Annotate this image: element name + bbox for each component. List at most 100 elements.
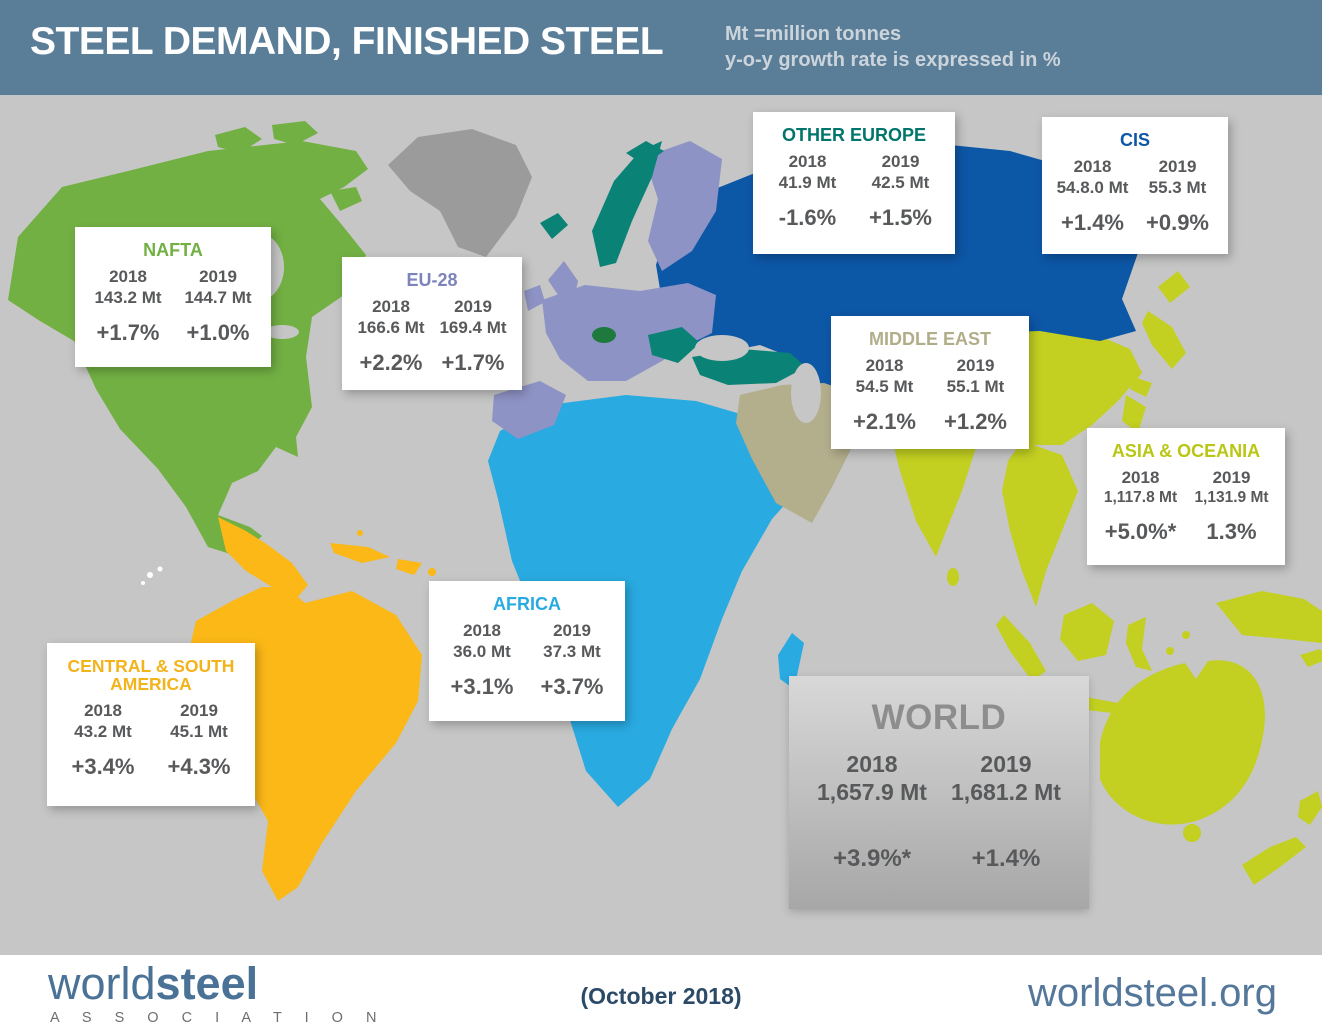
new-guinea-island [1216,591,1322,643]
info-box-cis: CIS 2018 2019 54.8.0 Mt 55.3 Mt +1.4% +0… [1042,117,1228,254]
year-label-2018: 2018 [84,700,122,720]
year-label-2018: 2018 [109,266,147,286]
info-box-central-south-america: CENTRAL & SOUTH AMERICA 2018 2019 43.2 M… [47,643,255,806]
britain-island [548,261,578,317]
year-label-2019: 2019 [1212,467,1251,487]
growth-value-2019: +0.9% [1146,209,1209,235]
demand-value-2019: 169.4 Mt [439,317,507,337]
southeast-asia-peninsula [1002,441,1078,607]
growth-value-2018: +5.0%* [1104,518,1177,544]
hispaniola-island [396,559,422,575]
black-sea [695,335,749,361]
info-box-asia-oceania: ASIA & OCEANIA 2018 2019 1,117.8 Mt 1,13… [1087,428,1285,565]
sumatra-island [996,615,1046,681]
arctic-island [330,187,362,211]
alpine-country [592,327,616,343]
arctic-island [215,127,262,153]
moluccas-island [1166,647,1174,655]
balkans-landmass [648,327,700,363]
central-america-landmass [218,517,308,599]
year-label-2019: 2019 [199,266,237,286]
europe-mainland [542,283,716,381]
demand-value-2019: 144.7 Mt [184,287,252,307]
region-title: NAFTA [143,240,203,260]
growth-value-2018: +1.7% [96,319,160,345]
publication-date: (October 2018) [580,983,742,1009]
region-title: ASIA & OCEANIA [1111,441,1261,461]
units-note-line2: y-o-y growth rate is expressed in % [725,49,1061,71]
demand-value-2019: 37.3 Mt [543,641,601,661]
australia-landmass [1100,660,1265,825]
demand-value-2018: 43.2 Mt [74,721,132,741]
info-box-middle-east: MIDDLE EAST 2018 2019 54.5 Mt 55.1 Mt +2… [831,316,1029,449]
demand-value-2018: 41.9 Mt [778,172,837,192]
new-zealand-south-island [1242,837,1306,885]
growth-value-2019: +1.5% [869,204,932,230]
ireland-island [524,285,545,311]
growth-value-2019: +3.7% [540,673,604,699]
growth-value-2018: +2.2% [359,349,423,375]
pacific-island-marks [141,566,163,585]
footer-bar: worldsteel A S S O C I A T I O N (Octobe… [0,955,1322,1034]
norway-landmass [592,141,662,267]
logo-word-steel: steel [155,958,259,1009]
website-url: worldsteel.org [1027,971,1277,1015]
demand-value-2018: 54.8.0 Mt [1056,177,1129,197]
map-region-eu28 [492,141,722,439]
growth-value-2019: +1.4% [971,844,1041,872]
borneo-island [1060,603,1114,661]
logo-word-world: world [48,958,156,1009]
demand-value-2018: 36.0 Mt [453,641,511,661]
demand-value-2018: 1,657.9 Mt [817,778,927,805]
year-label-2018: 2018 [846,750,898,777]
japan-islands [1158,271,1190,303]
madagascar-island [778,633,804,689]
caribbean-island [428,568,436,576]
region-title: EU-28 [406,270,458,290]
demand-value-2018: 54.5 Mt [855,376,914,396]
info-box-eu28: EU-28 2018 2019 166.6 Mt 169.4 Mt +2.2% … [342,257,522,390]
demand-value-2018: 143.2 Mt [94,287,162,307]
moluccas-island [1182,631,1190,639]
growth-value-2018: +3.9%* [832,844,912,872]
info-box-other-europe: OTHER EUROPE 2018 2019 41.9 Mt 42.5 Mt -… [753,112,955,254]
year-label-2018: 2018 [865,355,904,375]
units-note-line1: Mt =million tonnes [725,23,902,45]
demand-value-2019: 1,131.9 Mt [1194,488,1269,506]
demand-value-2019: 45.1 Mt [170,721,228,741]
demand-value-2019: 55.3 Mt [1148,177,1207,197]
growth-value-2019: +4.3% [167,753,231,779]
scandinavia-landmass [644,141,722,271]
demand-value-2018: 166.6 Mt [357,317,425,337]
svalbard-islands [626,141,664,165]
region-title: OTHER EUROPE [781,125,927,145]
region-title: CENTRAL & SOUTH AMERICA [67,656,235,695]
arctic-island [272,121,318,145]
iceland-island [540,213,568,239]
arctic-island [308,151,348,179]
year-label-2019: 2019 [956,355,995,375]
caribbean-island [357,530,363,536]
demand-value-2019: 55.1 Mt [946,376,1005,396]
info-box-africa: AFRICA 2018 2019 36.0 Mt 37.3 Mt +3.1% +… [429,581,625,721]
year-label-2019: 2019 [553,620,591,640]
arctic-island [252,159,298,187]
info-box-world: WORLD 2018 2019 1,657.9 Mt 1,681.2 Mt +3… [789,676,1089,909]
units-note: Mt =million tonnes y-o-y growth rate is … [725,21,1061,73]
worldsteel-logo: worldsteel A S S O C I A T I O N [48,961,386,1026]
logo-association-label: A S S O C I A T I O N [50,1010,386,1026]
year-label-2019: 2019 [881,151,920,171]
tasmania-island [1183,824,1201,842]
region-title: WORLD [871,698,1007,737]
cuba-island [330,543,390,563]
page-title: STEEL DEMAND, FINISHED STEEL [30,20,664,63]
growth-value-2018: +3.1% [450,673,514,699]
info-box-nafta: NAFTA 2018 2019 143.2 Mt 144.7 Mt +1.7% … [75,227,271,367]
year-label-2018: 2018 [1121,467,1160,487]
world-map: NAFTA 2018 2019 143.2 Mt 144.7 Mt +1.7% … [0,95,1322,955]
region-title: MIDDLE EAST [868,329,991,349]
growth-value-2018: +2.1% [853,408,916,434]
growth-value-2018: -1.6% [778,204,837,230]
header-bar: STEEL DEMAND, FINISHED STEEL Mt =million… [0,0,1322,95]
year-label-2019: 2019 [180,700,218,720]
